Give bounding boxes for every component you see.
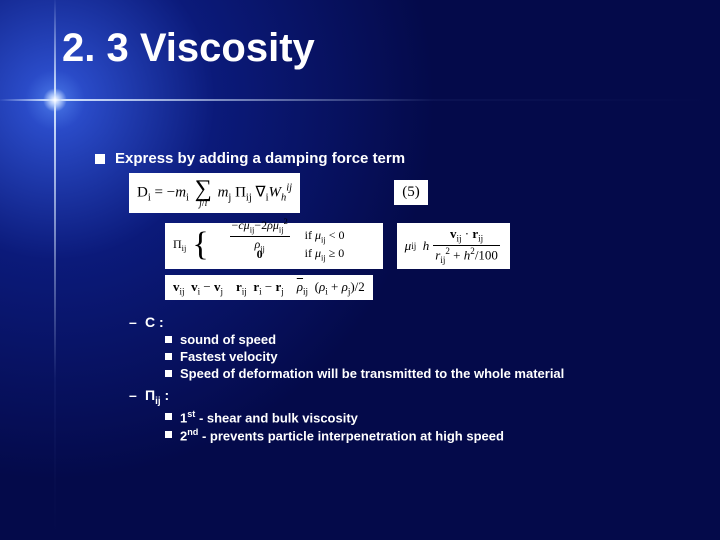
square-bullet-icon [165, 336, 172, 343]
c-item-2: Speed of deformation will be transmitted… [165, 366, 690, 381]
flare-horizontal [0, 99, 720, 101]
heading-line: Express by adding a damping force term [95, 150, 690, 167]
equation-5-box: Di = −mi ∑j/i mj Πij ∇iWhij [129, 173, 300, 213]
definitions-row: Πij { −cμij−2ρμij2 ρij if μij < 0 0 [165, 223, 690, 269]
heading-text: Express by adding a damping force term [115, 150, 405, 167]
square-bullet-icon [165, 353, 172, 360]
pi-ij-def-box: Πij { −cμij−2ρμij2 ρij if μij < 0 0 [165, 223, 383, 269]
flare-core [43, 88, 67, 112]
c-label-row: – C : [129, 314, 690, 330]
square-bullet-icon [165, 431, 172, 438]
pi-item-0: 1st - shear and bulk viscosity [165, 409, 690, 425]
flare-vertical [54, 0, 56, 540]
square-bullet-icon [95, 154, 105, 164]
pi-item-text: 2nd - prevents particle interpenetration… [180, 427, 504, 443]
vrrho-def-box: vij vi − vj rij ri − rj ρij (ρi + ρj)/2 [165, 275, 373, 301]
dash-bullet-icon: – [129, 314, 137, 330]
slide: 2. 3 Viscosity Express by adding a dampi… [0, 0, 720, 540]
pi-label: Πij : [145, 387, 169, 407]
pi-label-row: – Πij : [129, 387, 690, 407]
equation-number: (5) [394, 180, 428, 205]
c-item-1: Fastest velocity [165, 349, 690, 364]
square-bullet-icon [165, 370, 172, 377]
c-item-text: Fastest velocity [180, 349, 278, 364]
square-bullet-icon [165, 413, 172, 420]
c-item-text: Speed of deformation will be transmitted… [180, 366, 564, 381]
equation-5-row: Di = −mi ∑j/i mj Πij ∇iWhij (5) [129, 173, 690, 213]
pi-item-text: 1st - shear and bulk viscosity [180, 409, 358, 425]
mu-ij-def-box: μij h vij · rij rij2 + h2/100 [397, 223, 510, 269]
definitions-row-2: vij vi − vj rij ri − rj ρij (ρi + ρj)/2 [165, 275, 690, 301]
pi-item-1: 2nd - prevents particle interpenetration… [165, 427, 690, 443]
c-item-text: sound of speed [180, 332, 276, 347]
c-item-0: sound of speed [165, 332, 690, 347]
slide-title: 2. 3 Viscosity [62, 26, 315, 71]
slide-body: Express by adding a damping force term D… [95, 150, 690, 444]
c-label: C : [145, 314, 164, 330]
dash-bullet-icon: – [129, 387, 137, 403]
